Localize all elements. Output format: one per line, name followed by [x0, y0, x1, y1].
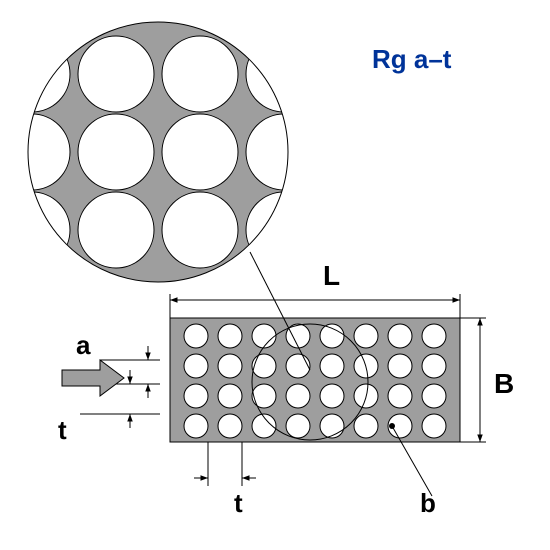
dimension-label-B: B: [494, 368, 514, 400]
dimension-label-t-left: t: [58, 415, 67, 446]
diagram-title: Rg a–t: [372, 44, 451, 75]
dimension-label-L: L: [323, 260, 340, 292]
technical-diagram: [0, 0, 550, 550]
dimension-label-t-bottom: t: [234, 488, 243, 519]
dimension-label-b: b: [420, 488, 436, 519]
dimension-label-a: a: [76, 330, 90, 361]
